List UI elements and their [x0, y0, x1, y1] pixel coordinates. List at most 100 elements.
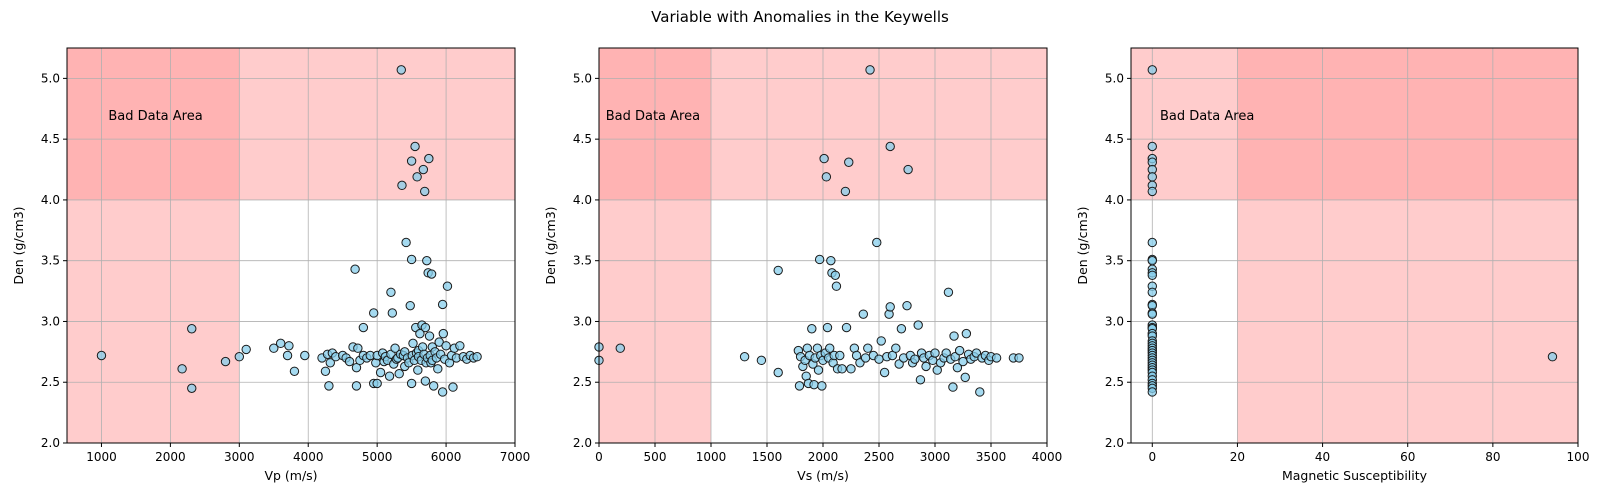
data-point [952, 362, 963, 373]
data-point [220, 356, 231, 367]
data-point [455, 341, 465, 351]
x-tick-label: 1000 [86, 450, 117, 464]
x-tick-label: 20 [1230, 450, 1245, 464]
y-tick-label: 4.0 [1105, 193, 1124, 207]
data-point [375, 367, 386, 378]
data-point [825, 343, 835, 353]
data-point [837, 364, 847, 374]
x-axis-label: Vs (m/s) [797, 468, 849, 483]
data-point [424, 153, 434, 164]
x-tick-label: 1000 [696, 450, 727, 464]
data-point [1147, 309, 1157, 319]
data-point [949, 331, 959, 341]
y-tick-label: 3.0 [41, 314, 60, 328]
data-point [396, 65, 406, 75]
x-tick-label: 2000 [808, 450, 839, 464]
data-point [739, 352, 750, 362]
data-point [420, 322, 431, 333]
data-point [390, 343, 400, 353]
y-tick-label: 2.5 [1105, 375, 1124, 389]
data-point [433, 364, 443, 374]
y-tick-label: 3.5 [41, 254, 60, 268]
data-point [406, 156, 417, 166]
data-point [902, 300, 912, 311]
data-point [1147, 387, 1157, 397]
y-tick-label: 3.5 [1105, 254, 1124, 268]
y-axis-label: Den (g/cm3) [543, 206, 558, 284]
y-tick-label: 2.0 [41, 436, 60, 450]
data-point [420, 186, 430, 197]
data-point [879, 367, 890, 378]
scatter-panel-1: Bad Data Area 1000 2000 3000 4000 5000 6000 700… [11, 47, 530, 483]
x-tick-label: 3500 [976, 450, 1007, 464]
data-point [872, 237, 882, 248]
data-point [903, 164, 913, 175]
data-point [826, 255, 836, 266]
x-tick-label: 5000 [362, 450, 393, 464]
data-point [437, 299, 448, 310]
data-point [410, 141, 420, 152]
data-point [282, 350, 293, 361]
y-tick-label: 4.0 [41, 193, 60, 207]
x-tick-label: 2000 [155, 450, 186, 464]
y-axis-label: Den (g/cm3) [11, 206, 26, 284]
data-point [948, 382, 958, 392]
data-point [413, 365, 423, 375]
bad-data-zone [1131, 48, 1578, 200]
y-tick-label: 3.0 [1105, 314, 1124, 328]
x-tick-label: 4000 [1032, 450, 1063, 464]
data-point [863, 343, 873, 353]
data-point [441, 341, 451, 351]
data-point [177, 364, 187, 374]
data-point [1147, 270, 1157, 280]
x-tick-label: 100 [1567, 450, 1590, 464]
data-point [615, 343, 625, 353]
bad-data-label: Bad Data Area [606, 109, 700, 124]
data-point [428, 381, 439, 391]
data-point [369, 308, 379, 318]
data-point [406, 254, 417, 265]
x-tick-label: 500 [644, 450, 667, 464]
data-point [358, 322, 369, 333]
data-point [448, 382, 458, 392]
data-point [324, 381, 334, 391]
data-point [418, 164, 429, 175]
data-point [438, 328, 449, 339]
data-point [891, 343, 901, 353]
data-point [943, 287, 954, 297]
x-tick-label: 1500 [752, 450, 783, 464]
data-point [96, 350, 107, 361]
x-tick-label: 2500 [864, 450, 895, 464]
data-point [921, 361, 931, 372]
data-point [424, 331, 435, 341]
x-tick-label: 60 [1400, 450, 1415, 464]
data-point [844, 157, 854, 167]
data-point [384, 371, 395, 381]
data-point [930, 348, 940, 358]
data-point [773, 367, 783, 378]
data-point [394, 369, 404, 379]
data-point [442, 281, 453, 291]
x-axis-label: Magnetic Susceptibility [1282, 468, 1428, 483]
data-point [350, 264, 360, 274]
data-point [1147, 65, 1157, 75]
data-point [960, 372, 970, 383]
data-point [284, 341, 294, 351]
figure-title: Variable with Anomalies in the Keywells [651, 8, 949, 26]
data-point [896, 324, 907, 334]
data-point [426, 269, 437, 279]
y-tick-label: 5.0 [1105, 71, 1124, 85]
data-point [841, 322, 852, 333]
y-tick-label: 5.0 [573, 71, 592, 85]
data-point [289, 366, 300, 376]
data-point [831, 281, 842, 291]
data-point [817, 381, 827, 391]
y-tick-label: 5.0 [41, 71, 60, 85]
x-tick-label: 0 [595, 450, 603, 464]
data-point [910, 354, 920, 364]
data-point [406, 378, 417, 389]
data-point [961, 328, 972, 339]
data-point [1547, 352, 1558, 362]
data-point [472, 352, 482, 362]
